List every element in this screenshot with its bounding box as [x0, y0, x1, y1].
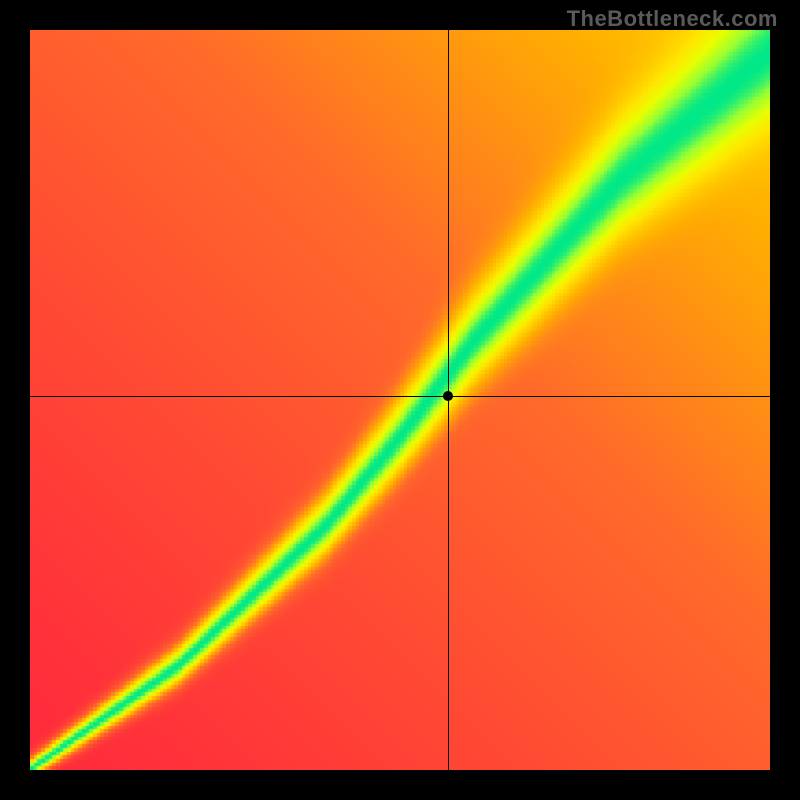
watermark-text: TheBottleneck.com — [567, 6, 778, 32]
data-point-marker — [443, 391, 453, 401]
heatmap-canvas — [30, 30, 770, 770]
plot-area — [30, 30, 770, 770]
crosshair-horizontal — [30, 396, 770, 397]
